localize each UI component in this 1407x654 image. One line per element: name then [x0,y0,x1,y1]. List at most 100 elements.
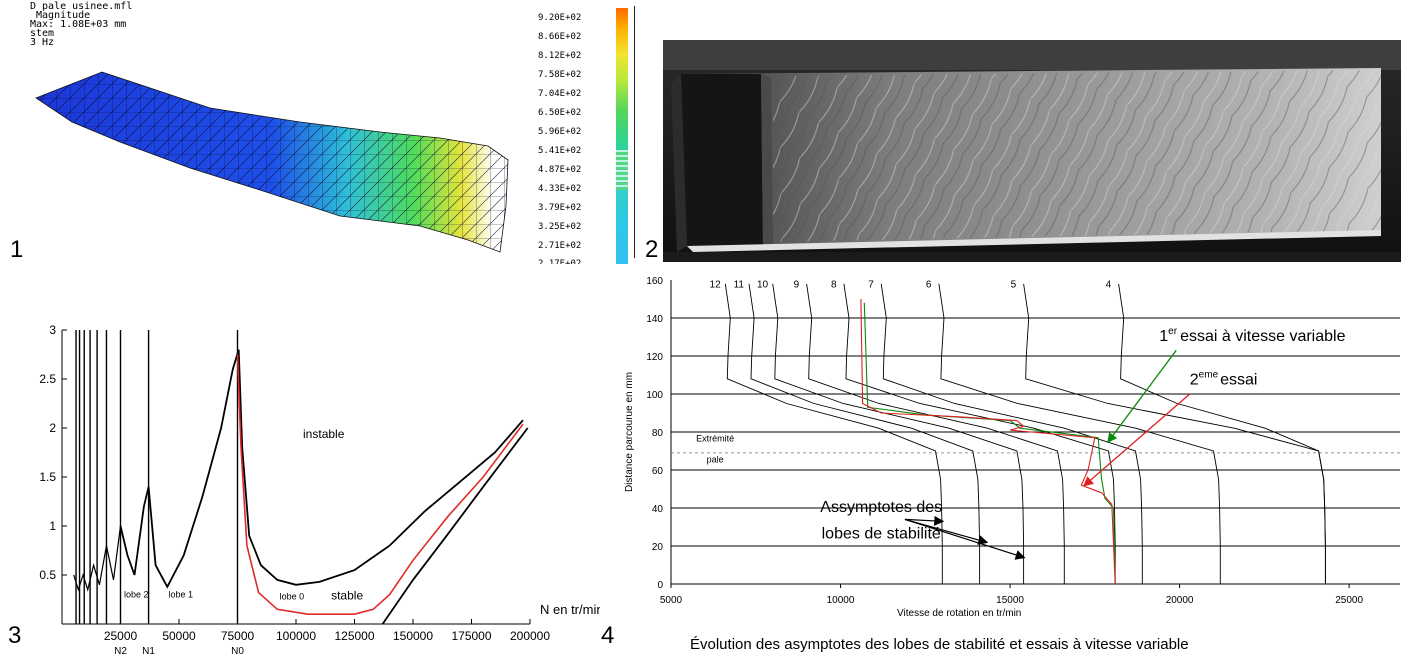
y-tick-label: 3 [49,323,56,337]
test1-curve [863,302,1116,585]
machined-part-photo [663,40,1401,262]
panel-number-4: 4 [601,622,615,649]
x-tick-label: 5000 [660,595,683,606]
panel-divider [634,6,635,258]
panel-number-1: 1 [10,236,24,263]
colorbar-label: 7.58E+02 [538,70,582,80]
colorbar-label: 5.41E+02 [538,146,582,156]
x-tick-label: 100000 [276,629,316,643]
colorbar-label: 3.79E+02 [538,203,582,213]
x-axis-label: N en tr/min [540,602,600,617]
lobe-number-label: 6 [926,280,932,291]
colorbar-label: 2.17E+02 [538,259,582,264]
lobe-series-1 [119,349,524,589]
x-tick-label: 150000 [393,629,433,643]
x-tick-label: 25000 [1335,595,1363,606]
colorbar-label: 5.96E+02 [538,127,582,137]
annotation-arrow-asymptote [904,515,945,526]
lobe-asymptote-curve [748,283,981,584]
label-instable: instable [303,427,345,441]
lobe-number-label: 10 [757,280,769,291]
x-tick-label: 175000 [451,629,491,643]
label-lobe-0: lobe 0 [280,592,305,602]
y-tick-label: 20 [652,542,664,553]
x-tick-label: 25000 [104,629,138,643]
colorbar-label: 8.66E+02 [538,32,582,42]
lobe-number-label: 11 [734,280,745,291]
x-axis-label: Vitesse de rotation en tr/min [897,608,1021,619]
x-tick-label: 20000 [1166,595,1194,606]
label-lobe-2: lobe 2 [124,590,149,600]
fea-header-line: Max: 1.08E+03 mm [30,19,127,30]
lobe-marker-label: N2 [114,646,127,654]
panel-number-2: 2 [645,236,659,263]
colorbar-label: 7.04E+02 [538,89,582,99]
y-tick-label: 60 [652,466,664,477]
fea-header-line: D pale usinee.mfl [30,1,133,12]
y-tick-label: 140 [646,314,663,325]
x-tick-label: 50000 [162,629,196,643]
y-tick-label: 0 [657,580,663,591]
annotation-arrow-first-test [1107,349,1177,444]
label-stable: stable [331,589,363,603]
colorbar-label: 4.33E+02 [538,184,582,194]
fea-header-line: 3 Hz [30,37,55,48]
figure-caption: Évolution des asymptotes des lobes de st… [690,636,1189,653]
colorbar-label: 2.71E+02 [538,241,582,251]
y-tick-label: 160 [646,276,663,287]
stability-lobes-chart: 0.5 1 1.5 2 2.5 3 25000 50000 75000 100000 125000 1… [39,323,600,654]
lobe-asymptote-curve [806,283,1065,584]
colorbar-label: 3.25E+02 [538,222,582,232]
low-lobes-curve [73,525,122,592]
asymptotes-chart: 0 20 40 60 80 100 120 140 160 5000 10000 15000 20000… [624,276,1400,619]
y-tick-label: 100 [646,390,663,401]
y-axis-label: Distance parcourue en mm [624,372,635,492]
x-tick-label: 15000 [996,595,1024,606]
y-tick-label: 40 [652,504,664,515]
reference-label: Extrémité [696,434,734,444]
y-tick-label: 80 [652,428,664,439]
lobe-series-3 [381,427,529,625]
label-lobe-1: lobe 1 [168,590,193,600]
lobe-asymptote-curve [772,283,1025,584]
annotation-first-test: 1er essai à vitesse variable [1159,326,1345,345]
y-tick-label: 2.5 [39,372,56,386]
lobe-asymptote-curve [1118,283,1326,584]
colorbar-label: 6.50E+02 [538,108,582,118]
reference-label: pale [707,454,724,464]
annotation-arrow-second-test [1083,393,1191,487]
x-tick-label: 200000 [510,629,550,643]
colorbar-label: 4.87E+02 [538,165,582,175]
y-tick-label: 2 [49,421,56,435]
annotation-arrow-asymptote [904,518,1026,560]
lobe-number-label: 9 [794,280,800,291]
colorbar-label: 8.12E+02 [538,51,582,61]
annotation-asymptotes: lobes de stabilité [822,525,941,542]
lobe-number-label: 8 [831,280,837,291]
lobe-number-label: 12 [710,280,722,291]
lobe-number-label: 5 [1011,280,1017,291]
lobe-asymptote-curve [843,283,1116,584]
x-tick-label: 10000 [827,595,855,606]
y-tick-label: 1 [49,519,56,533]
lobe-marker-label: N0 [231,646,244,654]
y-tick-label: 0.5 [39,568,56,582]
annotation-asymptotes: Assymptotes des [820,499,942,516]
test2-curve [860,298,1116,585]
y-tick-label: 120 [646,352,663,363]
x-tick-label: 125000 [334,629,374,643]
annotation-second-test: 2eme essai [1190,370,1258,389]
fea-blade-mesh [35,71,509,253]
fea-header: D pale usinee.mfl Magnitude Max: 1.08E+0… [30,1,133,48]
lobe-asymptote-curve [880,283,1143,584]
lobe-number-label: 4 [1106,280,1112,291]
fea-header-line: Magnitude [30,10,91,21]
colorbar [616,8,628,264]
colorbar-label: 9.20E+02 [538,13,582,23]
lobe-series-2 [236,354,524,615]
lobe-number-label: 7 [868,280,874,291]
x-tick-label: 75000 [221,629,255,643]
lobe-asymptote-curve [938,283,1221,584]
lobe-marker-label: N1 [142,646,155,654]
y-tick-label: 1.5 [39,470,56,484]
